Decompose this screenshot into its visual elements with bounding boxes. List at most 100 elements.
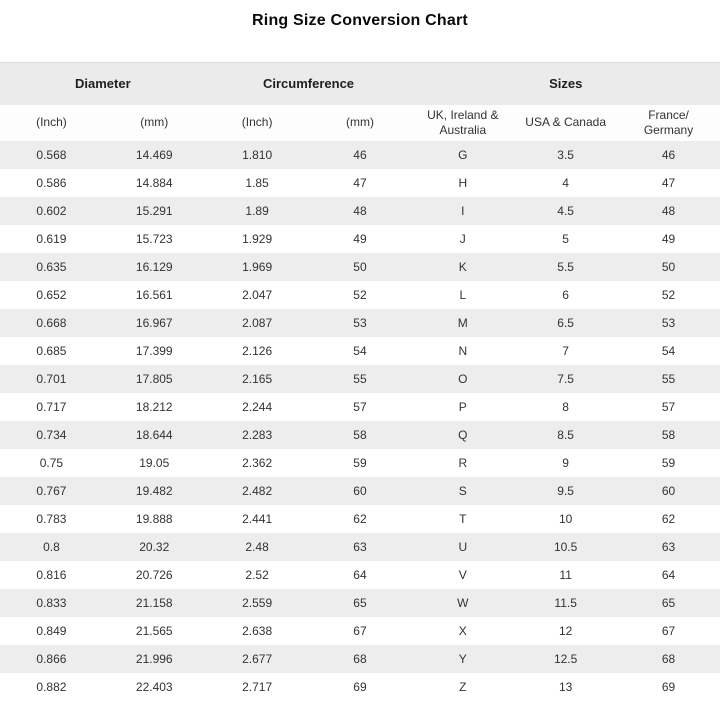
table-cell: 54 xyxy=(308,336,412,365)
table-cell: 50 xyxy=(308,252,412,281)
table-cell: 48 xyxy=(617,196,720,225)
table-cell: 0.568 xyxy=(0,140,103,169)
table-cell: 58 xyxy=(617,420,720,449)
group-header-row: Diameter Circumference Sizes xyxy=(0,62,720,105)
table-cell: 16.561 xyxy=(102,280,206,309)
table-cell: 46 xyxy=(617,140,720,169)
table-cell: 21.996 xyxy=(102,644,206,673)
table-cell: 1.810 xyxy=(205,140,309,169)
column-header-diameter-inch: (Inch) xyxy=(0,104,103,141)
table-cell: 9 xyxy=(514,448,618,477)
table-cell: 1.929 xyxy=(205,224,309,253)
table-cell: 2.087 xyxy=(205,308,309,337)
table-cell: 2.559 xyxy=(205,588,309,617)
table-cell: 1.969 xyxy=(205,252,309,281)
table-cell: 59 xyxy=(617,448,720,477)
table-cell: 0.833 xyxy=(0,588,103,617)
table-cell: 7 xyxy=(514,336,618,365)
table-cell: R xyxy=(411,448,515,477)
table-cell: L xyxy=(411,280,515,309)
table-cell: 19.05 xyxy=(102,448,206,477)
table-cell: 8.5 xyxy=(514,420,618,449)
table-cell: V xyxy=(411,560,515,589)
table-cell: 0.849 xyxy=(0,616,103,645)
table-cell: 15.291 xyxy=(102,196,206,225)
table-row: 0.767 19.482 2.482 60 S 9.5 60 xyxy=(0,476,720,505)
table-cell: 16.129 xyxy=(102,252,206,281)
table-cell: 13 xyxy=(514,672,618,701)
table-row: 0.701 17.805 2.165 55 O 7.5 55 xyxy=(0,364,720,393)
table-cell: 0.701 xyxy=(0,364,103,393)
table-cell: S xyxy=(411,476,515,505)
table-cell: 2.165 xyxy=(205,364,309,393)
table-cell: 10 xyxy=(514,504,618,533)
table-header: Diameter Circumference Sizes (Inch) (mm)… xyxy=(0,62,720,141)
table-cell: 19.482 xyxy=(102,476,206,505)
table-body: 0.568 14.469 1.810 46 G 3.5 46 0.586 14.884 1.85 4… xyxy=(0,140,720,701)
table-row: 0.586 14.884 1.85 47 H 4 47 xyxy=(0,168,720,197)
table-cell: 20.32 xyxy=(102,532,206,561)
table-cell: 22.403 xyxy=(102,672,206,701)
table-cell: 0.767 xyxy=(0,476,103,505)
table-cell: 12 xyxy=(514,616,618,645)
table-cell: 69 xyxy=(617,672,720,701)
table-cell: 10.5 xyxy=(514,532,618,561)
table-cell: 53 xyxy=(617,308,720,337)
table-cell: 2.441 xyxy=(205,504,309,533)
table-cell: 0.652 xyxy=(0,280,103,309)
table-row: 0.75 19.05 2.362 59 R 9 59 xyxy=(0,448,720,477)
table-cell: 20.726 xyxy=(102,560,206,589)
table-cell: 65 xyxy=(308,588,412,617)
table-cell: 60 xyxy=(308,476,412,505)
table-cell: 47 xyxy=(617,168,720,197)
table-cell: 2.677 xyxy=(205,644,309,673)
table-cell: 54 xyxy=(617,336,720,365)
table-row: 0.833 21.158 2.559 65 W 11.5 65 xyxy=(0,588,720,617)
column-header-circumference-inch: (Inch) xyxy=(205,104,309,141)
table-cell: 0.685 xyxy=(0,336,103,365)
table-cell: 0.75 xyxy=(0,448,103,477)
table-cell: 3.5 xyxy=(514,140,618,169)
table-cell: 2.48 xyxy=(205,532,309,561)
table-cell: 62 xyxy=(308,504,412,533)
table-cell: 12.5 xyxy=(514,644,618,673)
page-title: Ring Size Conversion Chart xyxy=(252,12,468,29)
table-cell: 6.5 xyxy=(514,308,618,337)
table-cell: 18.644 xyxy=(102,420,206,449)
table-cell: 47 xyxy=(308,168,412,197)
table-row: 0.8 20.32 2.48 63 U 10.5 63 xyxy=(0,532,720,561)
table-cell: 57 xyxy=(308,392,412,421)
table-cell: 52 xyxy=(617,280,720,309)
table-row: 0.734 18.644 2.283 58 Q 8.5 58 xyxy=(0,420,720,449)
table-cell: 21.158 xyxy=(102,588,206,617)
table-cell: 68 xyxy=(617,644,720,673)
table-cell: 53 xyxy=(308,308,412,337)
group-header-sizes: Sizes xyxy=(411,62,720,105)
table-cell: 48 xyxy=(308,196,412,225)
table-cell: 0.586 xyxy=(0,168,103,197)
table-row: 0.849 21.565 2.638 67 X 12 67 xyxy=(0,616,720,645)
table-cell: 2.283 xyxy=(205,420,309,449)
table-row: 0.652 16.561 2.047 52 L 6 52 xyxy=(0,280,720,309)
table-cell: 49 xyxy=(617,224,720,253)
table-cell: 0.668 xyxy=(0,308,103,337)
table-cell: 0.8 xyxy=(0,532,103,561)
table-cell: 68 xyxy=(308,644,412,673)
column-header-diameter-mm: (mm) xyxy=(102,104,206,141)
table-cell: 52 xyxy=(308,280,412,309)
table-cell: 2.126 xyxy=(205,336,309,365)
table-cell: 69 xyxy=(308,672,412,701)
table-cell: U xyxy=(411,532,515,561)
table-cell: 0.635 xyxy=(0,252,103,281)
table-cell: 5 xyxy=(514,224,618,253)
table-cell: 17.805 xyxy=(102,364,206,393)
table-cell: 14.469 xyxy=(102,140,206,169)
table-cell: 63 xyxy=(617,532,720,561)
table-row: 0.619 15.723 1.929 49 J 5 49 xyxy=(0,224,720,253)
table-cell: O xyxy=(411,364,515,393)
column-header-usa-canada: USA & Canada xyxy=(514,104,618,141)
table-row: 0.866 21.996 2.677 68 Y 12.5 68 xyxy=(0,644,720,673)
table-cell: 59 xyxy=(308,448,412,477)
table-cell: W xyxy=(411,588,515,617)
